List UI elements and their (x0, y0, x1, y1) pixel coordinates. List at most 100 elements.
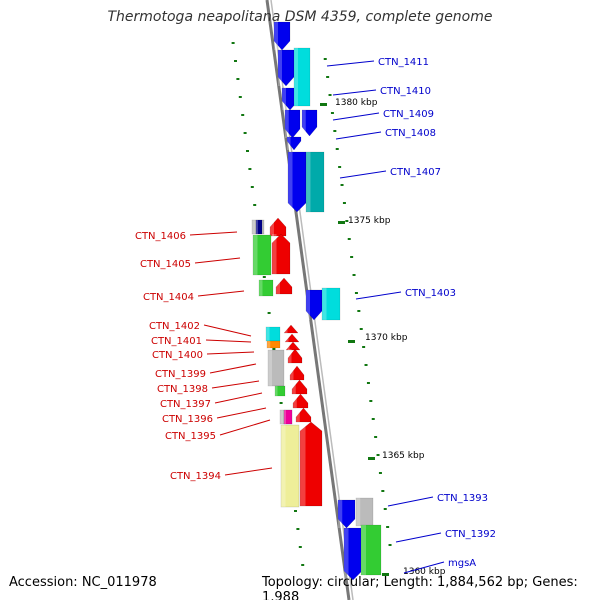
tick-mark (386, 526, 390, 528)
gene-ctn-1399-grey (267, 349, 285, 387)
tick-mark (246, 150, 249, 152)
gene-ctn-1405-green (252, 234, 272, 276)
leader-line (335, 131, 382, 140)
gene-arrow (295, 407, 312, 423)
gene-label-reverse: CTN_1395 (165, 431, 216, 442)
gene-ctn-1392-green (360, 524, 382, 576)
gene-label-forward: CTN_1403 (405, 288, 456, 299)
gene-label-forward: CTN_1410 (380, 86, 431, 97)
gene-label-reverse: CTN_1398 (157, 384, 208, 395)
gene-ctn-1403-cyan (321, 287, 341, 321)
leader-line (203, 324, 252, 337)
gene-ctn-1406-navy (255, 219, 263, 235)
gene-label-reverse: CTN_1397 (160, 399, 211, 410)
tick-mark (350, 256, 354, 258)
tick-mark (342, 202, 346, 204)
gene-ctn-1405 (271, 233, 291, 275)
gene-block (266, 340, 281, 349)
gene-highlight (280, 410, 283, 424)
tick-mark (364, 364, 368, 366)
gene-label-forward: CTN_1409 (383, 109, 434, 120)
gene-arrow (275, 277, 293, 295)
gene-ctn-1401-orange (266, 340, 281, 349)
gene-highlight (253, 235, 258, 275)
gene-highlight (300, 422, 306, 506)
leader-line (197, 290, 245, 297)
tick-mark (262, 276, 266, 278)
gene-label-reverse: CTN_1401 (151, 336, 202, 347)
tick-mark (357, 310, 361, 312)
gene-highlight (287, 137, 291, 150)
gene-label-reverse: CTN_1394 (170, 471, 221, 482)
gene-block (321, 287, 341, 321)
gene-block (255, 219, 263, 235)
gene-ctn-1398 (289, 365, 305, 381)
gene-arrow (305, 289, 323, 321)
leader-line (206, 351, 255, 355)
gene-arrow (283, 324, 299, 334)
tick-mark (298, 546, 302, 548)
gene-ctn-1409 (284, 109, 301, 139)
gene-highlight (274, 22, 278, 50)
topology-text: Topology: circular; Length: 1,884,562 bp… (262, 575, 578, 600)
gene-ctn-1403 (305, 289, 323, 321)
tick-mark (371, 418, 375, 420)
kbp-label: 1365 kbp (382, 451, 425, 461)
tick-mark (340, 184, 344, 186)
gene-ctn-1400 (285, 341, 301, 351)
gene-ctn-1401 (284, 333, 300, 343)
tick-mark (388, 544, 392, 546)
gene-highlight (288, 349, 292, 363)
gene-arrow (292, 393, 309, 409)
gene-highlight (344, 528, 349, 580)
gene-ctn-1407 (287, 151, 307, 213)
tick-mark (326, 76, 330, 78)
tick-mark (359, 328, 363, 330)
gene-labels: CTN_1411 CTN_1410 CTN_1409 CTN_1408 CTN_1407… (135, 57, 496, 574)
gene-highlight (284, 410, 286, 424)
gene-highlight (281, 425, 286, 507)
tick-mark (248, 168, 252, 170)
tick-mark (369, 400, 373, 402)
gene-highlight (284, 325, 288, 333)
gene-label-forward: CTN_1407 (390, 167, 441, 178)
major-tick (382, 573, 389, 576)
gene-block (252, 234, 272, 276)
gene-arrow (284, 333, 300, 343)
gene-label-reverse: CTN_1402 (149, 321, 200, 332)
gene-highlight (282, 88, 286, 110)
gene-arrow (287, 151, 307, 213)
tick-mark (328, 94, 332, 96)
tick-mark (241, 114, 245, 116)
tick-mark (347, 238, 351, 240)
gene-arrow (289, 365, 305, 381)
gene-highlight (259, 280, 263, 296)
gene-arrow (285, 341, 301, 351)
gene-highlight (306, 290, 310, 320)
tick-mark (253, 204, 257, 206)
tick-mark (362, 346, 366, 348)
gene-ctn-1402-cyan (265, 326, 281, 342)
major-tick (348, 340, 355, 343)
gene-highlight (338, 500, 343, 528)
tick-mark (330, 112, 334, 114)
gene-highlight (278, 50, 282, 86)
leader-line (189, 231, 238, 236)
leader-line (387, 496, 434, 507)
gene-arrow (277, 49, 295, 87)
gene-ctn-1411-cyan (293, 47, 311, 107)
gene-arrow (287, 348, 303, 364)
gene-highlight (292, 380, 296, 394)
gene-arrow (269, 217, 287, 237)
tick-mark (381, 490, 385, 492)
leader-line (219, 419, 271, 436)
kbp-label: 1360 kbp (403, 567, 446, 577)
gene-ctn-1394 (299, 421, 323, 507)
kbp-label: 1380 kbp (335, 98, 378, 108)
gene-highlight (296, 408, 300, 422)
tick-mark (272, 348, 276, 350)
leader-line (224, 467, 273, 476)
gene-highlight (293, 394, 297, 408)
